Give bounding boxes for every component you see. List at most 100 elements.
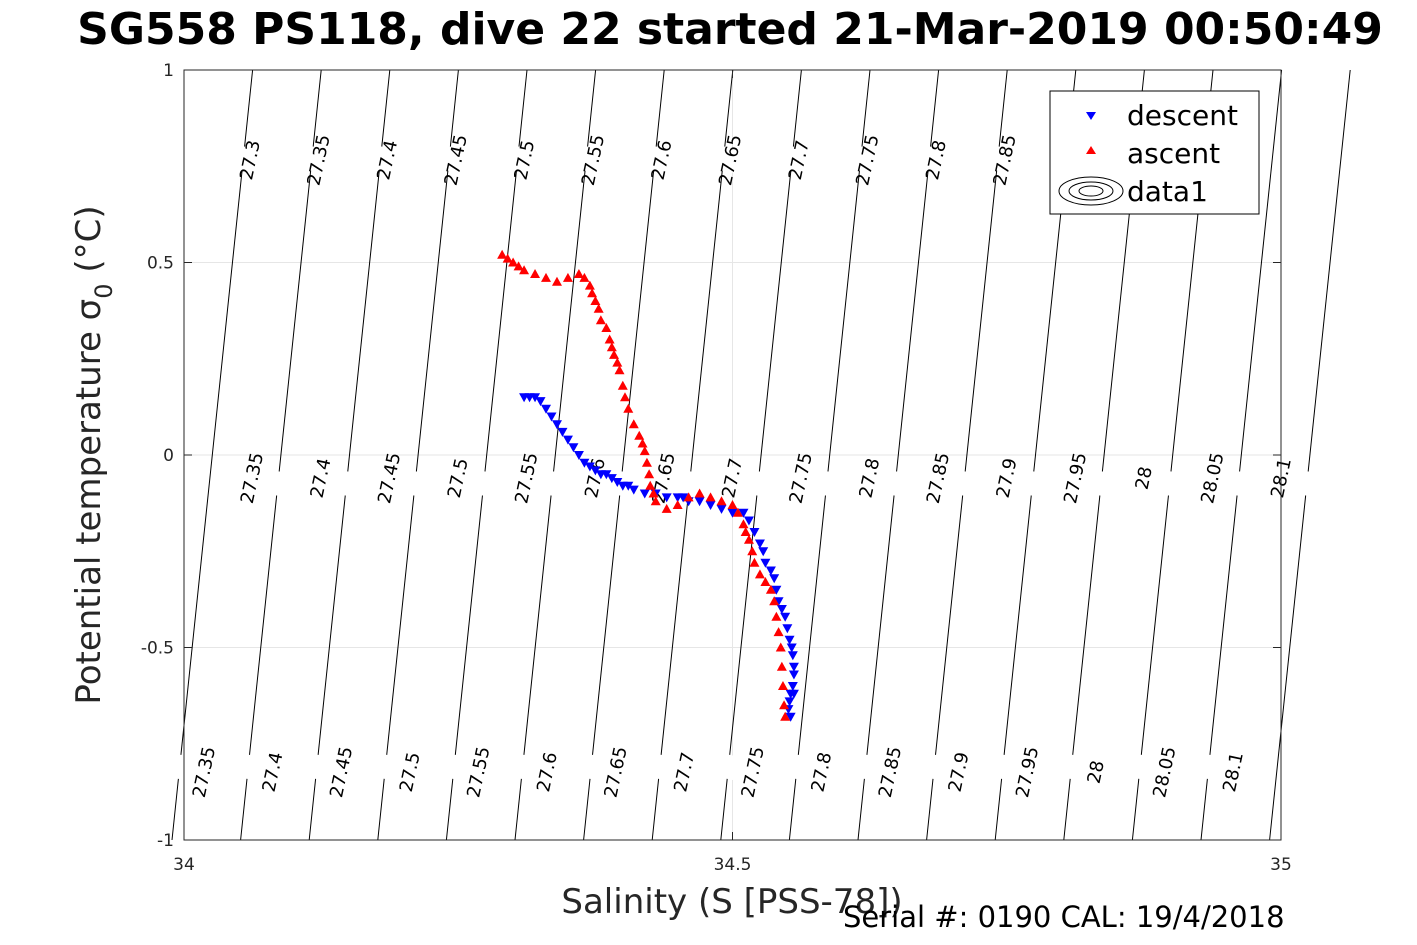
descent-point: [606, 474, 617, 484]
y-tick-label: -0.5: [141, 639, 174, 659]
contour-label-bg: [284, 141, 353, 179]
descent-point: [743, 516, 754, 526]
ascent-point: [672, 500, 683, 510]
contour-label: 27.7: [785, 138, 814, 182]
descent-point: [780, 612, 791, 622]
isopycnal-line: [514, 69, 597, 841]
contour-label-bg: [286, 459, 355, 497]
descent-point: [612, 477, 623, 487]
contour-label-bg: [767, 459, 835, 497]
ascent-point: [579, 272, 590, 282]
contour-label: 27.7: [718, 456, 747, 500]
descent-point: [568, 443, 579, 453]
isopycnal-line: [857, 69, 940, 841]
contour-label-bg: [216, 141, 284, 179]
ascent-point: [747, 546, 758, 556]
descent-point: [738, 508, 749, 518]
descent-point: [562, 435, 573, 445]
descent-point: [769, 574, 780, 584]
isopycnal-line: [583, 69, 665, 841]
contour-label-bg: [856, 753, 924, 791]
isopycnal-line: [240, 69, 322, 841]
contour-label-bg: [970, 141, 1039, 179]
descent-point: [705, 501, 716, 511]
descent-point: [758, 547, 769, 557]
data-series: [497, 249, 799, 722]
descent-point: [749, 528, 760, 537]
legend-marker-data1-contour-icon: [1058, 176, 1124, 206]
contour-label-bg: [238, 753, 307, 791]
contour-label: 27.4: [307, 456, 336, 500]
contour-label: 27.8: [855, 456, 884, 500]
series-descent: [519, 393, 799, 722]
ascent-point: [508, 257, 519, 267]
descent-point: [601, 470, 612, 480]
contour-label-bg: [492, 459, 561, 497]
ascent-point: [776, 661, 787, 671]
ascent-point: [623, 403, 634, 413]
descent-point: [765, 566, 776, 576]
isopycnal-line: [1269, 69, 1351, 841]
contour-label: 27.9: [993, 456, 1022, 500]
ascent-point: [595, 315, 606, 325]
descent-point: [788, 662, 799, 672]
contour-label-bg: [1110, 459, 1178, 497]
ascent-point: [738, 519, 749, 529]
descent-point: [678, 493, 689, 503]
ascent-point: [639, 446, 650, 456]
y-tick-label: 0.5: [147, 254, 174, 274]
contour-label: 27.7: [670, 750, 699, 794]
x-tick-label: 34.5: [714, 855, 752, 875]
contour-label: 27.4: [259, 750, 288, 794]
contour-label-bg: [719, 753, 787, 791]
ascent-point: [502, 253, 513, 263]
legend-marker-descent: [1086, 112, 1096, 120]
isopycnal-line: [788, 69, 871, 841]
descent-point: [639, 489, 650, 499]
contour-label-bg: [1062, 753, 1130, 791]
x-tick-label: 35: [1270, 855, 1292, 875]
contour-label-bg: [1130, 753, 1199, 791]
contour-label: 27.6: [648, 138, 677, 182]
isopycnal-line: [308, 69, 391, 841]
y-tick-label: 0: [163, 446, 174, 466]
descent-point: [628, 485, 639, 495]
contour-label: 28: [1084, 759, 1109, 786]
contour-label-bg: [993, 753, 1061, 791]
ascent-point: [754, 569, 765, 579]
contour-label-bg: [376, 753, 444, 791]
contour-label: 27.5: [510, 138, 539, 182]
ascent-point: [619, 392, 630, 402]
contour-label: 28.1: [1219, 750, 1248, 794]
contour-label-bg: [833, 141, 902, 179]
descent-point: [784, 635, 795, 645]
ascent-point: [634, 430, 645, 440]
descent-point: [788, 689, 799, 699]
contour-label-bg: [490, 141, 559, 179]
contour-label-bg: [1178, 459, 1247, 497]
contour-label-bg: [581, 753, 650, 791]
contour-label-bg: [559, 141, 627, 179]
contour-label-bg: [787, 753, 856, 791]
contour-label-bg: [1041, 459, 1109, 497]
chart-title: SG558 PS118, dive 22 started 21-Mar-2019…: [77, 4, 1383, 55]
descent-point: [557, 427, 568, 437]
contour-label-bg: [904, 459, 972, 497]
contour-label-bg: [627, 141, 696, 179]
legend: descent ascent data1: [1049, 90, 1260, 215]
descent-point: [573, 451, 584, 460]
descent-point: [541, 404, 552, 414]
descent-point: [754, 539, 765, 549]
isopycnal-line: [377, 69, 459, 841]
descent-point: [784, 697, 795, 707]
contour-label-bg: [696, 141, 764, 179]
ascent-point: [645, 480, 656, 490]
ascent-point: [716, 496, 727, 506]
ascent-point: [573, 269, 584, 279]
ascent-point: [562, 272, 573, 282]
contour-label-bg: [902, 141, 970, 179]
x-tick-label: 34: [173, 855, 195, 875]
legend-label-data1: data1: [1127, 175, 1208, 208]
ascent-point: [590, 296, 601, 305]
